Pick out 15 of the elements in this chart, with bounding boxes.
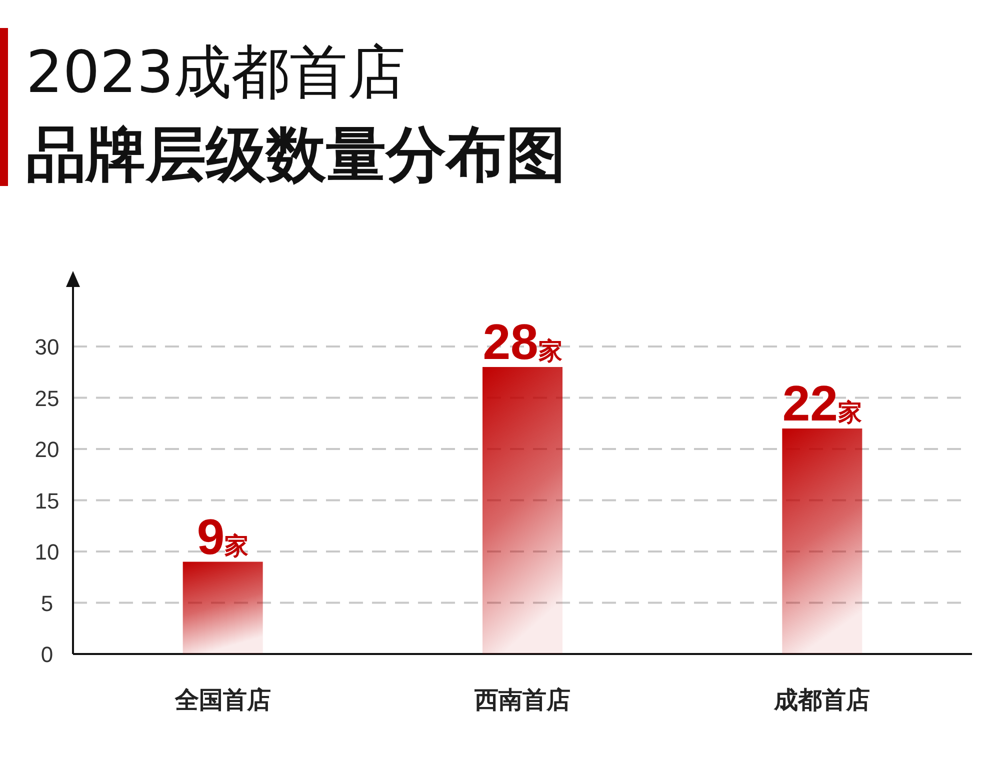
data-label: 28家 <box>482 314 562 370</box>
x-tick-label: 成都首店 <box>773 687 870 714</box>
y-tick-label: 25 <box>34 386 60 411</box>
y-tick-label: 0 <box>40 642 54 667</box>
y-tick-label: 30 <box>34 334 60 360</box>
y-tick-label: 10 <box>34 540 60 564</box>
data-label: 9家 <box>196 508 249 565</box>
chart-subtitle: 品牌层级数量分布图 <box>26 120 566 190</box>
data-label: 22家 <box>782 376 862 432</box>
y-tick-label: 15 <box>34 488 60 514</box>
x-tick-label: 西南首店 <box>474 687 570 714</box>
x-tick-label: 全国首店 <box>174 687 271 714</box>
y-tick-label: 20 <box>34 437 60 462</box>
chart-title: 2023成都首店 <box>26 38 406 106</box>
y-tick-label: 5 <box>40 590 54 616</box>
